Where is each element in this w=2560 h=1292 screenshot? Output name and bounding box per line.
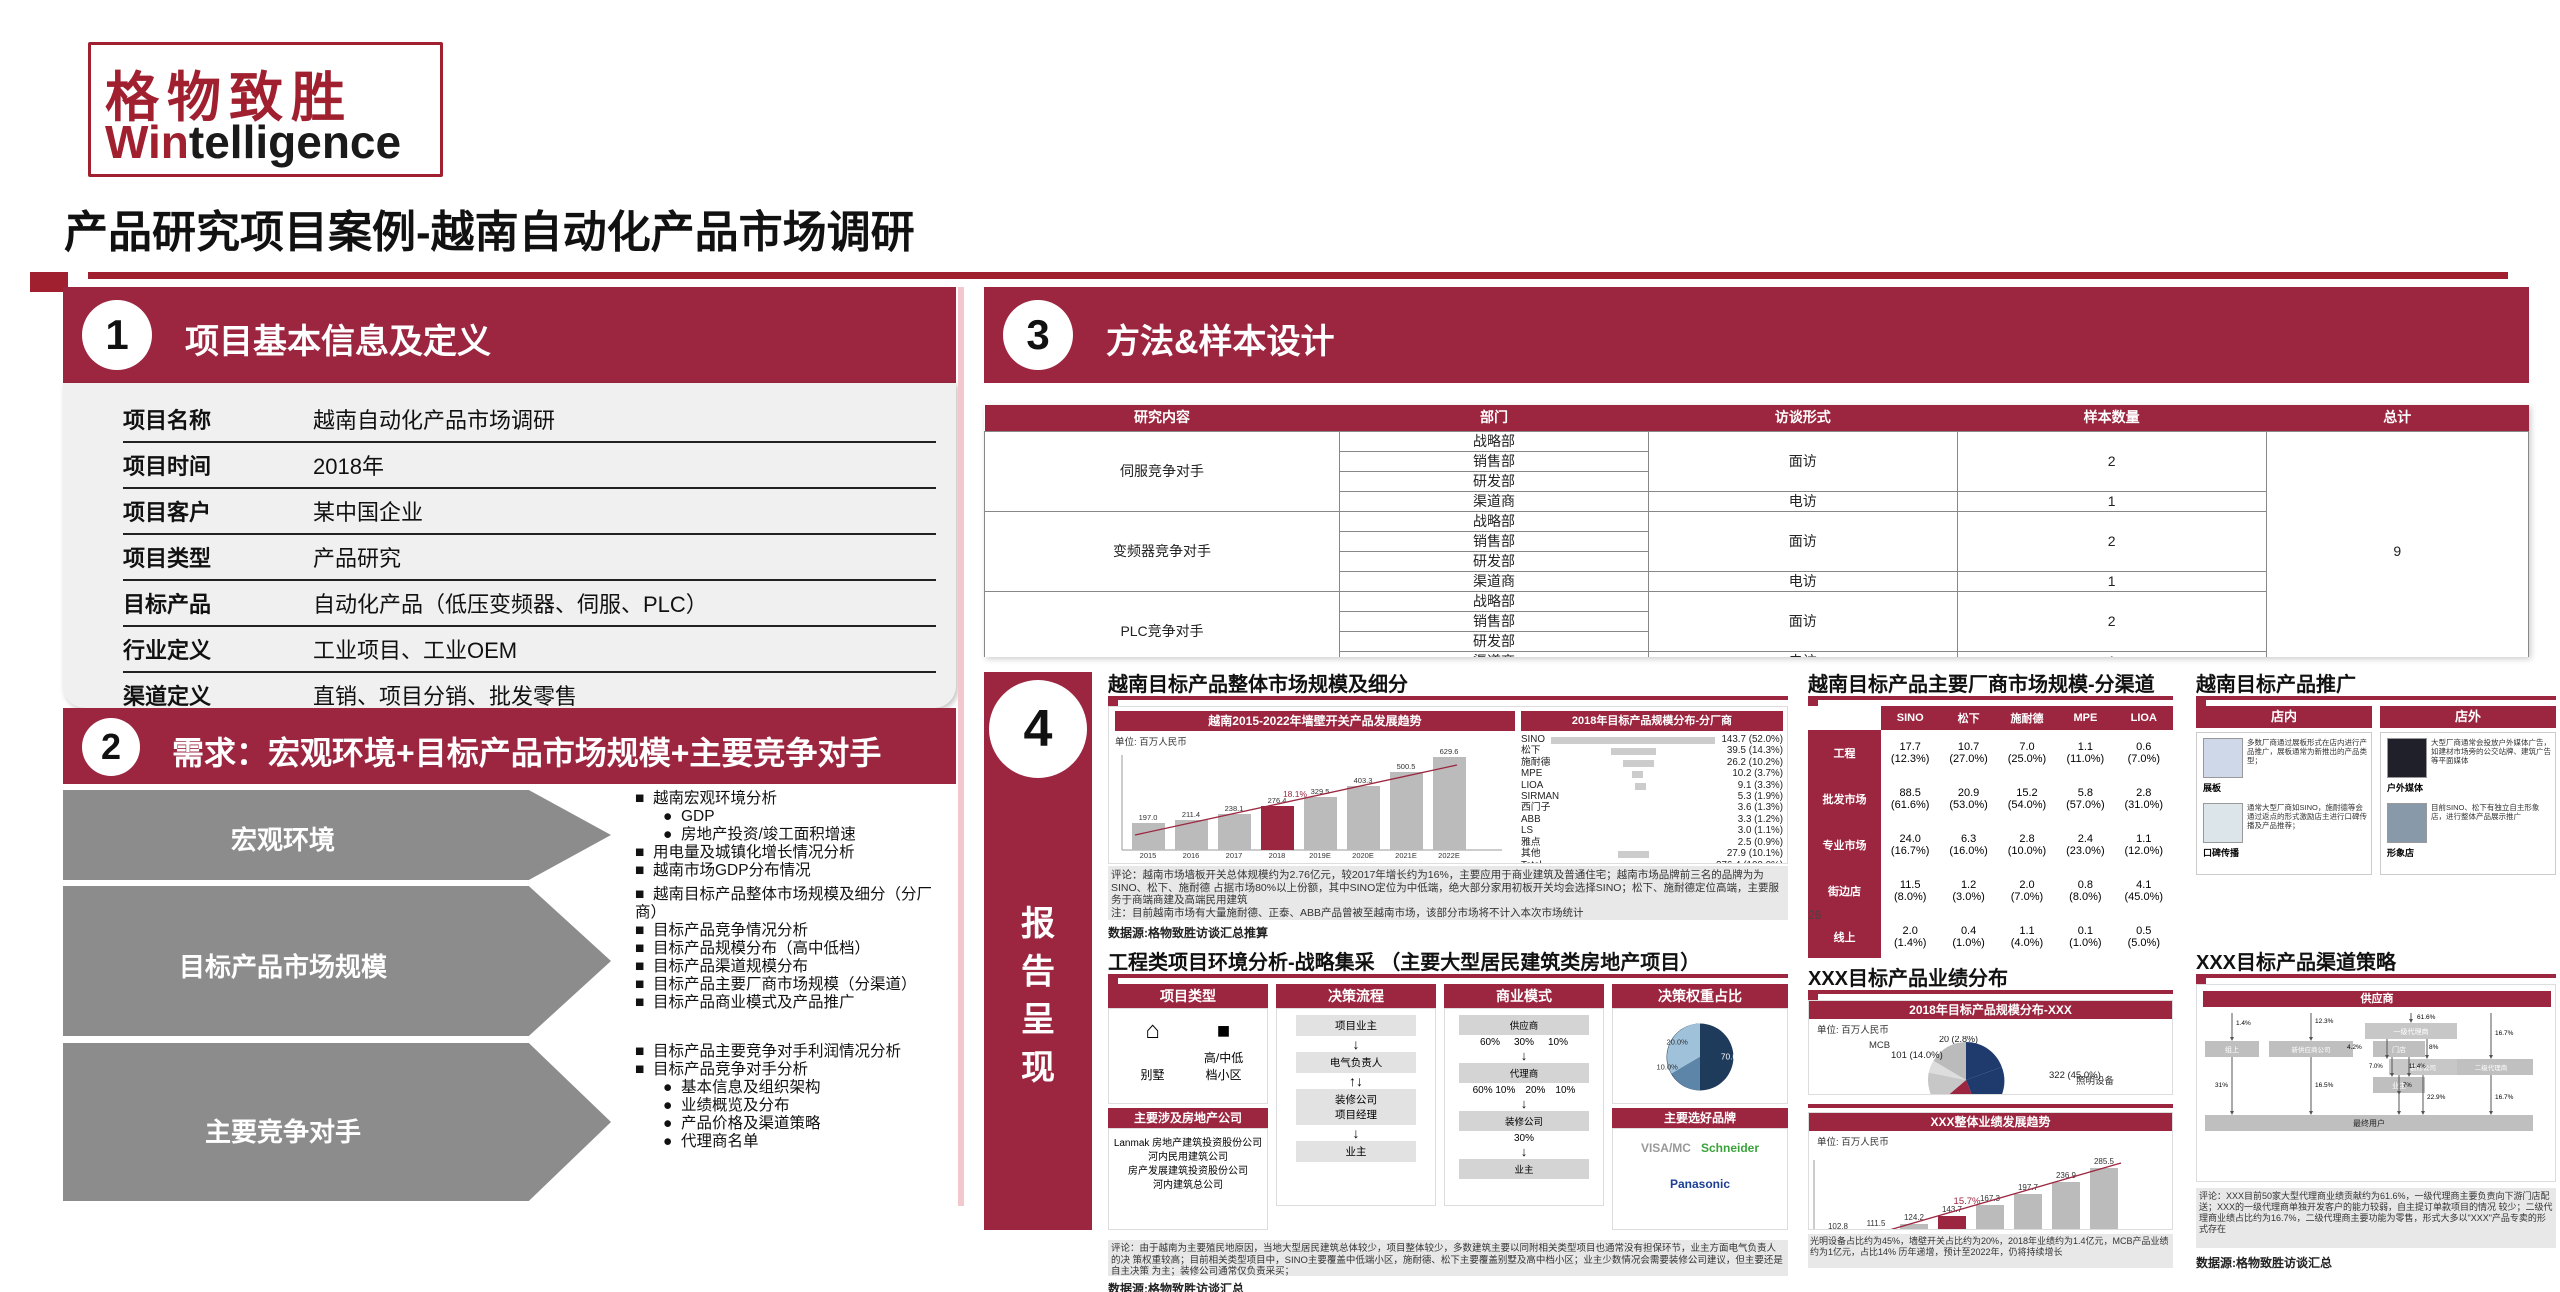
svg-text:22.9%: 22.9% [2427, 1094, 2446, 1101]
svg-text:4.2%: 4.2% [2347, 1044, 2362, 1051]
svg-text:500.5: 500.5 [1397, 762, 1416, 771]
svg-text:组上: 组上 [2225, 1045, 2239, 1054]
svg-text:101 (14.0%): 101 (14.0%) [1891, 1050, 1943, 1061]
svg-text:18.1%: 18.1% [1283, 789, 1308, 799]
svg-text:照明设备: 照明设备 [2076, 1075, 2115, 1087]
svg-text:MCB: MCB [1869, 1040, 1890, 1051]
svg-text:11.4%: 11.4% [2409, 1064, 2426, 1070]
svg-text:2020E: 2020E [1352, 851, 1374, 859]
svg-text:285.5: 285.5 [2094, 1157, 2115, 1166]
svg-text:8%: 8% [2429, 1044, 2439, 1051]
svg-text:2016: 2016 [1183, 851, 1200, 859]
svg-text:7.0%: 7.0% [2369, 1064, 2383, 1070]
svg-text:197.0: 197.0 [1139, 813, 1158, 822]
svg-text:最终用户: 最终用户 [2353, 1118, 2385, 1128]
svg-text:2021E: 2021E [1395, 851, 1417, 859]
svg-text:2019E: 2019E [1309, 851, 1331, 859]
svg-text:7%: 7% [2403, 1083, 2412, 1089]
svg-text:102.8: 102.8 [1828, 1222, 1849, 1230]
svg-text:211.4: 211.4 [1182, 810, 1200, 819]
svg-text:629.6: 629.6 [1440, 747, 1459, 756]
svg-text:2018: 2018 [1269, 851, 1286, 859]
svg-text:15.7%: 15.7% [1954, 1196, 1981, 1207]
svg-text:2017: 2017 [1226, 851, 1243, 859]
svg-text:门店: 门店 [2392, 1045, 2406, 1054]
svg-text:16.5%: 16.5% [2315, 1082, 2334, 1089]
svg-text:20 (2.8%): 20 (2.8%) [1939, 1036, 1978, 1044]
svg-text:31%: 31% [2215, 1082, 2228, 1089]
svg-text:16.7%: 16.7% [2495, 1030, 2514, 1037]
svg-text:1.4%: 1.4% [2236, 1020, 2251, 1027]
svg-text:10.0%: 10.0% [1657, 1063, 1679, 1072]
svg-text:70.0%: 70.0% [1721, 1052, 1745, 1062]
svg-text:111.5: 111.5 [1867, 1219, 1886, 1228]
svg-text:2022E: 2022E [1438, 851, 1460, 859]
svg-text:61.6%: 61.6% [2417, 1014, 2436, 1021]
svg-text:16.7%: 16.7% [2495, 1094, 2514, 1101]
svg-text:新供应商公司: 新供应商公司 [2292, 1045, 2331, 1054]
svg-text:2015: 2015 [1140, 851, 1157, 859]
svg-text:二级代理商: 二级代理商 [2475, 1063, 2508, 1072]
svg-text:12.3%: 12.3% [2315, 1018, 2334, 1025]
svg-text:20.0%: 20.0% [1667, 1037, 1689, 1046]
svg-text:一级代理商: 一级代理商 [2394, 1027, 2429, 1036]
